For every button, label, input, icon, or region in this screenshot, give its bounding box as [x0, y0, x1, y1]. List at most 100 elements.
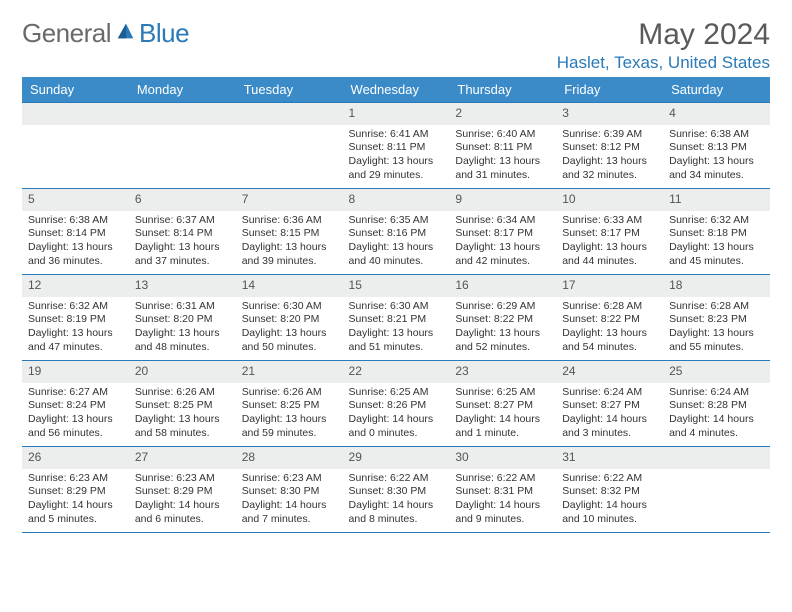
calendar-day: 12Sunrise: 6:32 AMSunset: 8:19 PMDayligh… — [22, 275, 129, 361]
day-details: Sunrise: 6:41 AMSunset: 8:11 PMDaylight:… — [343, 125, 450, 185]
sunset-line: Sunset: 8:26 PM — [349, 399, 444, 413]
daylight-line: Daylight: 13 hours and 47 minutes. — [28, 327, 123, 354]
sail-icon — [115, 20, 137, 42]
sunset-line: Sunset: 8:23 PM — [669, 313, 764, 327]
day-details: Sunrise: 6:22 AMSunset: 8:30 PMDaylight:… — [343, 469, 450, 529]
calendar-day: 19Sunrise: 6:27 AMSunset: 8:24 PMDayligh… — [22, 361, 129, 447]
calendar-day: 15Sunrise: 6:30 AMSunset: 8:21 PMDayligh… — [343, 275, 450, 361]
day-number: 1 — [343, 103, 450, 125]
sunset-line: Sunset: 8:18 PM — [669, 227, 764, 241]
calendar-empty — [129, 103, 236, 189]
day-number: 3 — [556, 103, 663, 125]
daylight-line: Daylight: 13 hours and 29 minutes. — [349, 155, 444, 182]
month-title: May 2024 — [557, 18, 770, 51]
day-header: Sunday — [22, 77, 129, 103]
daylight-line: Daylight: 13 hours and 58 minutes. — [135, 413, 230, 440]
sunset-line: Sunset: 8:24 PM — [28, 399, 123, 413]
sunset-line: Sunset: 8:28 PM — [669, 399, 764, 413]
calendar-day: 27Sunrise: 6:23 AMSunset: 8:29 PMDayligh… — [129, 447, 236, 533]
day-header: Friday — [556, 77, 663, 103]
day-details: Sunrise: 6:22 AMSunset: 8:31 PMDaylight:… — [449, 469, 556, 529]
brand-logo: General Blue — [22, 18, 189, 49]
sunrise-line: Sunrise: 6:26 AM — [242, 386, 337, 400]
calendar-day: 16Sunrise: 6:29 AMSunset: 8:22 PMDayligh… — [449, 275, 556, 361]
sunrise-line: Sunrise: 6:22 AM — [349, 472, 444, 486]
day-header-row: SundayMondayTuesdayWednesdayThursdayFrid… — [22, 77, 770, 103]
calendar-week: 19Sunrise: 6:27 AMSunset: 8:24 PMDayligh… — [22, 361, 770, 447]
calendar-week: 1Sunrise: 6:41 AMSunset: 8:11 PMDaylight… — [22, 103, 770, 189]
location: Haslet, Texas, United States — [557, 53, 770, 73]
day-number: 13 — [129, 275, 236, 297]
calendar-body: 1Sunrise: 6:41 AMSunset: 8:11 PMDaylight… — [22, 103, 770, 533]
day-number: 17 — [556, 275, 663, 297]
daylight-line: Daylight: 13 hours and 50 minutes. — [242, 327, 337, 354]
sunrise-line: Sunrise: 6:37 AM — [135, 214, 230, 228]
day-number: 15 — [343, 275, 450, 297]
calendar-empty — [22, 103, 129, 189]
sunrise-line: Sunrise: 6:22 AM — [562, 472, 657, 486]
daylight-line: Daylight: 13 hours and 36 minutes. — [28, 241, 123, 268]
daylight-line: Daylight: 13 hours and 48 minutes. — [135, 327, 230, 354]
daylight-line: Daylight: 13 hours and 54 minutes. — [562, 327, 657, 354]
daylight-line: Daylight: 13 hours and 52 minutes. — [455, 327, 550, 354]
sunrise-line: Sunrise: 6:26 AM — [135, 386, 230, 400]
sunrise-line: Sunrise: 6:36 AM — [242, 214, 337, 228]
daylight-line: Daylight: 13 hours and 45 minutes. — [669, 241, 764, 268]
calendar-week: 12Sunrise: 6:32 AMSunset: 8:19 PMDayligh… — [22, 275, 770, 361]
day-number: 10 — [556, 189, 663, 211]
day-details: Sunrise: 6:26 AMSunset: 8:25 PMDaylight:… — [129, 383, 236, 443]
daylight-line: Daylight: 13 hours and 32 minutes. — [562, 155, 657, 182]
day-details: Sunrise: 6:35 AMSunset: 8:16 PMDaylight:… — [343, 211, 450, 271]
sunrise-line: Sunrise: 6:39 AM — [562, 128, 657, 142]
sunrise-line: Sunrise: 6:28 AM — [669, 300, 764, 314]
day-number: 18 — [663, 275, 770, 297]
sunrise-line: Sunrise: 6:35 AM — [349, 214, 444, 228]
sunset-line: Sunset: 8:11 PM — [349, 141, 444, 155]
day-details: Sunrise: 6:30 AMSunset: 8:20 PMDaylight:… — [236, 297, 343, 357]
sunrise-line: Sunrise: 6:30 AM — [349, 300, 444, 314]
day-number: 7 — [236, 189, 343, 211]
sunrise-line: Sunrise: 6:25 AM — [455, 386, 550, 400]
day-details: Sunrise: 6:22 AMSunset: 8:32 PMDaylight:… — [556, 469, 663, 529]
day-details: Sunrise: 6:24 AMSunset: 8:27 PMDaylight:… — [556, 383, 663, 443]
daylight-line: Daylight: 14 hours and 0 minutes. — [349, 413, 444, 440]
calendar-table: SundayMondayTuesdayWednesdayThursdayFrid… — [22, 77, 770, 533]
sunrise-line: Sunrise: 6:29 AM — [455, 300, 550, 314]
day-details: Sunrise: 6:25 AMSunset: 8:26 PMDaylight:… — [343, 383, 450, 443]
day-number: 31 — [556, 447, 663, 469]
daylight-line: Daylight: 14 hours and 1 minute. — [455, 413, 550, 440]
sunset-line: Sunset: 8:20 PM — [242, 313, 337, 327]
day-number: 25 — [663, 361, 770, 383]
day-number: 6 — [129, 189, 236, 211]
calendar-day: 4Sunrise: 6:38 AMSunset: 8:13 PMDaylight… — [663, 103, 770, 189]
day-details: Sunrise: 6:32 AMSunset: 8:18 PMDaylight:… — [663, 211, 770, 271]
sunset-line: Sunset: 8:19 PM — [28, 313, 123, 327]
day-number: 30 — [449, 447, 556, 469]
day-number: 24 — [556, 361, 663, 383]
day-number: 14 — [236, 275, 343, 297]
calendar-day: 30Sunrise: 6:22 AMSunset: 8:31 PMDayligh… — [449, 447, 556, 533]
calendar-day: 6Sunrise: 6:37 AMSunset: 8:14 PMDaylight… — [129, 189, 236, 275]
calendar-day: 18Sunrise: 6:28 AMSunset: 8:23 PMDayligh… — [663, 275, 770, 361]
daylight-line: Daylight: 13 hours and 37 minutes. — [135, 241, 230, 268]
brand-blue: Blue — [139, 18, 189, 49]
calendar-week: 5Sunrise: 6:38 AMSunset: 8:14 PMDaylight… — [22, 189, 770, 275]
daylight-line: Daylight: 14 hours and 4 minutes. — [669, 413, 764, 440]
daylight-line: Daylight: 13 hours and 44 minutes. — [562, 241, 657, 268]
day-number: 2 — [449, 103, 556, 125]
calendar-day: 24Sunrise: 6:24 AMSunset: 8:27 PMDayligh… — [556, 361, 663, 447]
calendar-day: 21Sunrise: 6:26 AMSunset: 8:25 PMDayligh… — [236, 361, 343, 447]
day-number: 22 — [343, 361, 450, 383]
day-details: Sunrise: 6:40 AMSunset: 8:11 PMDaylight:… — [449, 125, 556, 185]
day-details: Sunrise: 6:38 AMSunset: 8:14 PMDaylight:… — [22, 211, 129, 271]
sunrise-line: Sunrise: 6:25 AM — [349, 386, 444, 400]
day-number: 29 — [343, 447, 450, 469]
day-number: 4 — [663, 103, 770, 125]
sunrise-line: Sunrise: 6:31 AM — [135, 300, 230, 314]
sunrise-line: Sunrise: 6:28 AM — [562, 300, 657, 314]
calendar-empty — [236, 103, 343, 189]
day-details: Sunrise: 6:30 AMSunset: 8:21 PMDaylight:… — [343, 297, 450, 357]
day-header: Monday — [129, 77, 236, 103]
daylight-line: Daylight: 13 hours and 34 minutes. — [669, 155, 764, 182]
day-number: 19 — [22, 361, 129, 383]
